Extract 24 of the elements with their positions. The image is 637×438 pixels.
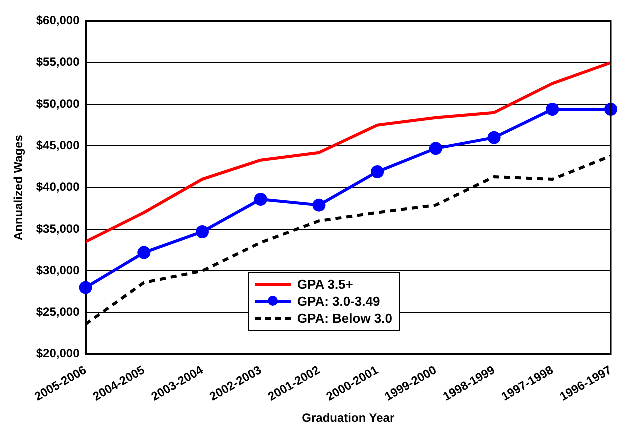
y-tick-label: $50,000 [36,96,80,111]
point [429,142,442,156]
y-tick-label: $40,000 [36,180,80,194]
point [546,103,560,116]
y-tick-label: $45,000 [36,138,80,152]
point [196,225,209,238]
y-tick-label: $25,000 [36,305,80,320]
y-tick-label: $20,000 [36,346,80,361]
y-tick-label: $35,000 [36,222,80,236]
y-tick-label: $60,000 [36,14,80,28]
legend-label: GPA 3.5+ [297,276,354,294]
point [604,103,618,116]
point [254,192,268,206]
y-tick-label: $55,000 [36,55,80,70]
point [488,131,501,144]
y-axis-title: Annualized Wages [12,134,26,241]
point [79,281,92,294]
point [371,165,384,178]
x-axis-title: Graduation Year [302,411,395,426]
legend-label: GPA: Below 3.0 [297,310,392,328]
legend-label: GPA: 3.0-3.49 [297,293,380,310]
point [138,246,151,260]
point [312,198,326,212]
y-tick-label: $30,000 [36,263,80,278]
